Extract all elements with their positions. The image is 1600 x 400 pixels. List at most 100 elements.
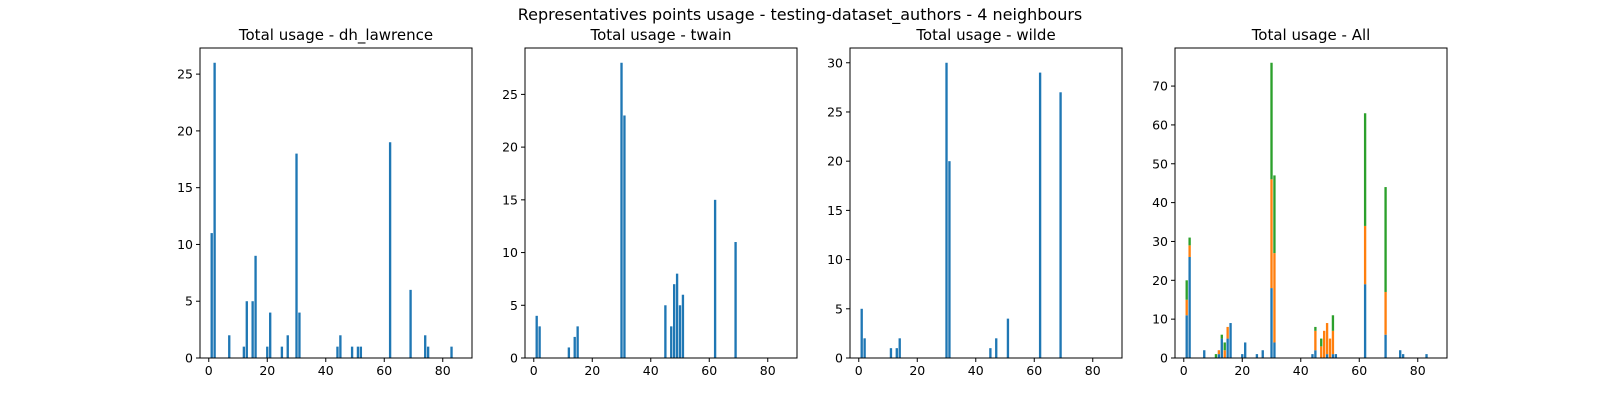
bar-x45 [339,335,342,358]
bar-series3-x69 [1384,187,1387,292]
bar-series3-x14 [1223,342,1226,351]
y-tick-label: 70 [1152,79,1168,94]
bar-x45 [989,348,992,358]
bar-x20 [266,346,269,358]
bar-series1-x31 [1273,342,1276,358]
bar-x30 [295,153,298,358]
bar-x16 [254,255,257,358]
bar-series2-x62 [1363,225,1367,285]
bar-x31 [623,115,626,358]
y-tick-label: 0 [510,351,518,366]
bar-x31 [948,161,951,358]
y-tick-label: 15 [177,180,193,195]
bar-x25 [280,346,284,358]
bar-series2-x49 [1325,323,1329,355]
bar-series2-x30 [1270,179,1273,289]
bar-series1-x83 [1425,354,1428,358]
y-tick-label: 25 [177,67,193,82]
bar-series1-x51 [1331,354,1335,358]
x-tick-label: 40 [643,363,659,378]
bar-series1-x1 [1185,315,1188,358]
bar-x1 [860,308,863,358]
bar-series1-x27 [1261,350,1264,358]
x-tick-label: 0 [1180,363,1188,378]
bar-x45 [664,305,667,358]
plot-frame [849,47,1123,359]
bar-x74 [424,335,427,358]
y-tick-label: 0 [185,351,193,366]
bar-x1 [210,233,213,358]
bar-x12 [567,347,571,358]
y-tick-label: 15 [502,192,518,207]
bar-series1-x15 [1226,338,1229,358]
chart-panel-3: Total usage - wilde 0 20 40 60 80 0 5 10 15 20 25 30 [827,26,1123,378]
x-tick-label: 20 [259,363,275,378]
bar-series3-x45 [1314,326,1317,331]
bar-series3-x1 [1185,280,1188,300]
y-tick-label: 10 [827,252,843,267]
bar-x11 [889,348,893,358]
bar-x62 [388,142,392,358]
bar-x44 [336,346,339,358]
bar-series2-x45 [1314,330,1317,351]
bar-x69 [409,289,412,358]
bar-series1-x45 [1314,350,1317,358]
y-tick-label: 5 [835,301,843,316]
bar-series1-x25 [1255,354,1259,358]
x-tick-label: 80 [1085,363,1101,378]
bar-x83 [450,346,453,358]
bar-x27 [286,335,289,358]
bar-x30 [620,62,623,359]
x-tick-label: 40 [318,363,334,378]
bar-x62 [713,199,717,358]
bar-series1-x7 [1203,350,1206,358]
y-tick-label: 20 [502,140,518,155]
bar-series2-x12 [1217,350,1221,355]
bar-x14 [573,336,576,358]
bar-x30 [945,62,948,359]
y-tick-label: 0 [1160,351,1168,366]
bar-series1-x75 [1401,354,1405,358]
bar-series1-x52 [1334,354,1338,358]
y-tick-label: 5 [510,298,518,313]
bar-series3-x47 [1320,338,1323,347]
x-tick-label: 60 [376,363,392,378]
bar-x51 [681,294,685,358]
bar-x69 [1059,92,1062,359]
plot-frame [199,47,473,359]
bar-x47 [670,326,673,358]
bar-x13 [895,348,898,358]
x-tick-label: 60 [701,363,717,378]
x-tick-label: 80 [1410,363,1426,378]
y-tick-label: 25 [827,104,843,119]
bar-series2-x47 [1320,346,1323,358]
chart-panel-1: Total usage - dh_lawrence 0 20 40 60 80 0 5 10 15… [177,26,473,378]
x-tick-label: 20 [909,363,925,378]
bar-x12 [242,346,246,358]
x-tick-label: 80 [760,363,776,378]
x-tick-label: 20 [584,363,600,378]
bar-series2-x69 [1384,291,1387,335]
bar-series1-x30 [1270,288,1273,358]
bar-series1-x16 [1229,323,1232,358]
bar-x15 [576,326,579,358]
bar-x48 [672,284,676,358]
x-tick-label: 60 [1351,363,1367,378]
bar-series3-x31 [1273,175,1276,254]
y-tick-label: 20 [1152,273,1168,288]
bar-x47 [995,338,998,358]
y-tick-label: 30 [827,55,843,70]
y-tick-label: 10 [1152,312,1168,327]
bar-series3-x30 [1270,62,1273,180]
y-tick-label: 10 [502,245,518,260]
bar-series1-x62 [1363,284,1367,358]
bar-series1-x44 [1311,354,1314,358]
plot-frame [1174,47,1448,359]
bar-x51 [356,346,360,358]
bar-x2 [863,338,866,358]
y-tick-label: 30 [1152,234,1168,249]
chart-panels: Total usage - dh_lawrence 0 20 40 60 80 0 5 10 15… [177,26,1448,378]
y-tick-label: 40 [1152,195,1168,210]
bar-x62 [1038,72,1042,358]
bar-series1-x49 [1325,354,1329,358]
